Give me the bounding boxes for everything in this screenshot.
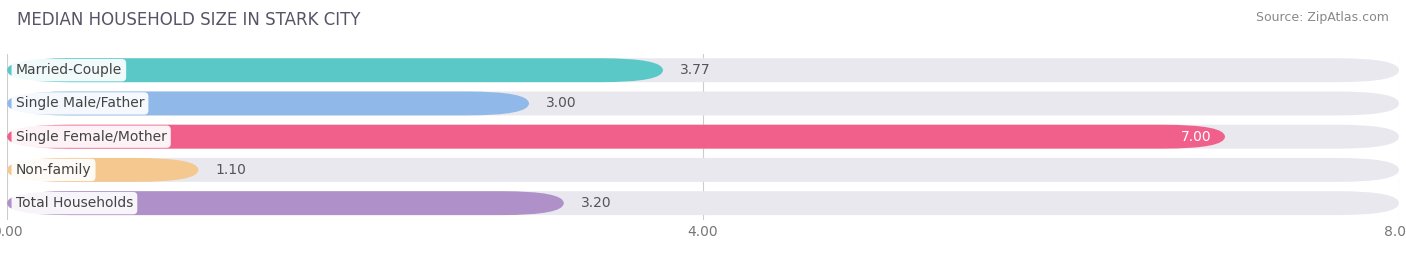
Text: 1.10: 1.10 [217, 163, 246, 177]
FancyBboxPatch shape [7, 125, 1399, 149]
Text: Source: ZipAtlas.com: Source: ZipAtlas.com [1256, 11, 1389, 24]
FancyBboxPatch shape [7, 91, 1399, 116]
Text: Married-Couple: Married-Couple [15, 63, 122, 77]
FancyBboxPatch shape [7, 125, 1225, 149]
Text: Single Female/Mother: Single Female/Mother [15, 130, 166, 144]
FancyBboxPatch shape [7, 58, 1399, 82]
FancyBboxPatch shape [7, 91, 529, 116]
Text: 3.77: 3.77 [681, 63, 711, 77]
Text: 3.00: 3.00 [547, 96, 576, 110]
FancyBboxPatch shape [7, 158, 1399, 182]
Text: Non-family: Non-family [15, 163, 91, 177]
Text: 7.00: 7.00 [1181, 130, 1211, 144]
Text: Total Households: Total Households [15, 196, 134, 210]
Text: Single Male/Father: Single Male/Father [15, 96, 145, 110]
Text: MEDIAN HOUSEHOLD SIZE IN STARK CITY: MEDIAN HOUSEHOLD SIZE IN STARK CITY [17, 11, 360, 29]
FancyBboxPatch shape [7, 58, 664, 82]
FancyBboxPatch shape [7, 158, 198, 182]
FancyBboxPatch shape [7, 191, 1399, 215]
Text: 3.20: 3.20 [581, 196, 612, 210]
FancyBboxPatch shape [7, 191, 564, 215]
